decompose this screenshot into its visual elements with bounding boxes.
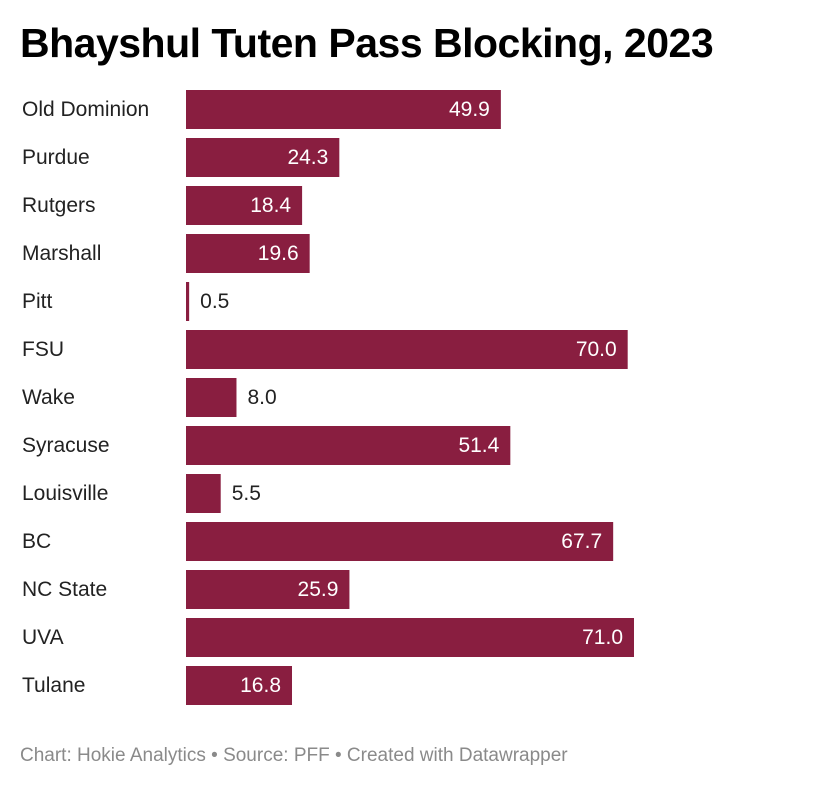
value-label: 25.9 [298, 578, 339, 601]
category-label: Purdue [22, 146, 90, 169]
bar-row: FSU 70.0 [22, 330, 628, 369]
bar [186, 138, 340, 177]
category-label: Pitt [22, 290, 53, 313]
bar-row: Syracuse 51.4 [22, 426, 511, 465]
category-label: Louisville [22, 482, 108, 505]
bar-row: UVA 71.0 [22, 618, 634, 657]
bar [186, 234, 310, 273]
bar-row: Tulane 16.8 [22, 666, 293, 705]
bar [186, 666, 293, 705]
bar-row: Old Dominion 49.9 [22, 90, 501, 129]
bar [186, 474, 221, 513]
category-label: Wake [22, 386, 75, 409]
bar [186, 90, 501, 129]
bar-row: Wake 8.0 [22, 378, 277, 417]
bar [186, 426, 511, 465]
bar [186, 282, 190, 321]
bar [186, 330, 628, 369]
chart-footer: Chart: Hokie Analytics • Source: PFF • C… [20, 745, 568, 766]
value-label: 67.7 [561, 530, 602, 553]
bar-row: Rutgers 18.4 [22, 186, 303, 225]
bar [186, 378, 237, 417]
category-label: BC [22, 530, 51, 553]
bar [186, 522, 614, 561]
chart-title: Bhayshul Tuten Pass Blocking, 2023 [20, 20, 714, 66]
value-label: 8.0 [247, 386, 276, 409]
category-label: Syracuse [22, 434, 110, 457]
bar [186, 186, 303, 225]
bar [186, 618, 634, 657]
category-label: Old Dominion [22, 98, 149, 121]
bar-row: NC State 25.9 [22, 570, 350, 609]
value-label: 49.9 [449, 98, 490, 121]
value-label: 51.4 [458, 434, 499, 457]
value-label: 24.3 [287, 146, 328, 169]
value-label: 71.0 [582, 626, 623, 649]
category-label: Rutgers [22, 194, 96, 217]
category-label: FSU [22, 338, 64, 361]
value-label: 70.0 [576, 338, 617, 361]
bar-row: Pitt 0.5 [22, 282, 229, 321]
value-label: 18.4 [250, 194, 291, 217]
value-label: 0.5 [200, 290, 229, 313]
category-label: NC State [22, 578, 107, 601]
bar-row: Louisville 5.5 [22, 474, 261, 513]
value-label: 19.6 [258, 242, 299, 265]
bar [186, 570, 350, 609]
bar-row: Purdue 24.3 [22, 138, 340, 177]
category-label: Marshall [22, 242, 101, 265]
value-label: 5.5 [232, 482, 261, 505]
bar-row: BC 67.7 [22, 522, 614, 561]
category-label: Tulane [22, 674, 85, 697]
bar-row: Marshall 19.6 [22, 234, 310, 273]
value-label: 16.8 [240, 674, 281, 697]
category-label: UVA [22, 626, 64, 649]
bar-chart: Old Dominion 49.9 Purdue 24.3 Rutgers 18.4 Mar… [22, 90, 634, 705]
